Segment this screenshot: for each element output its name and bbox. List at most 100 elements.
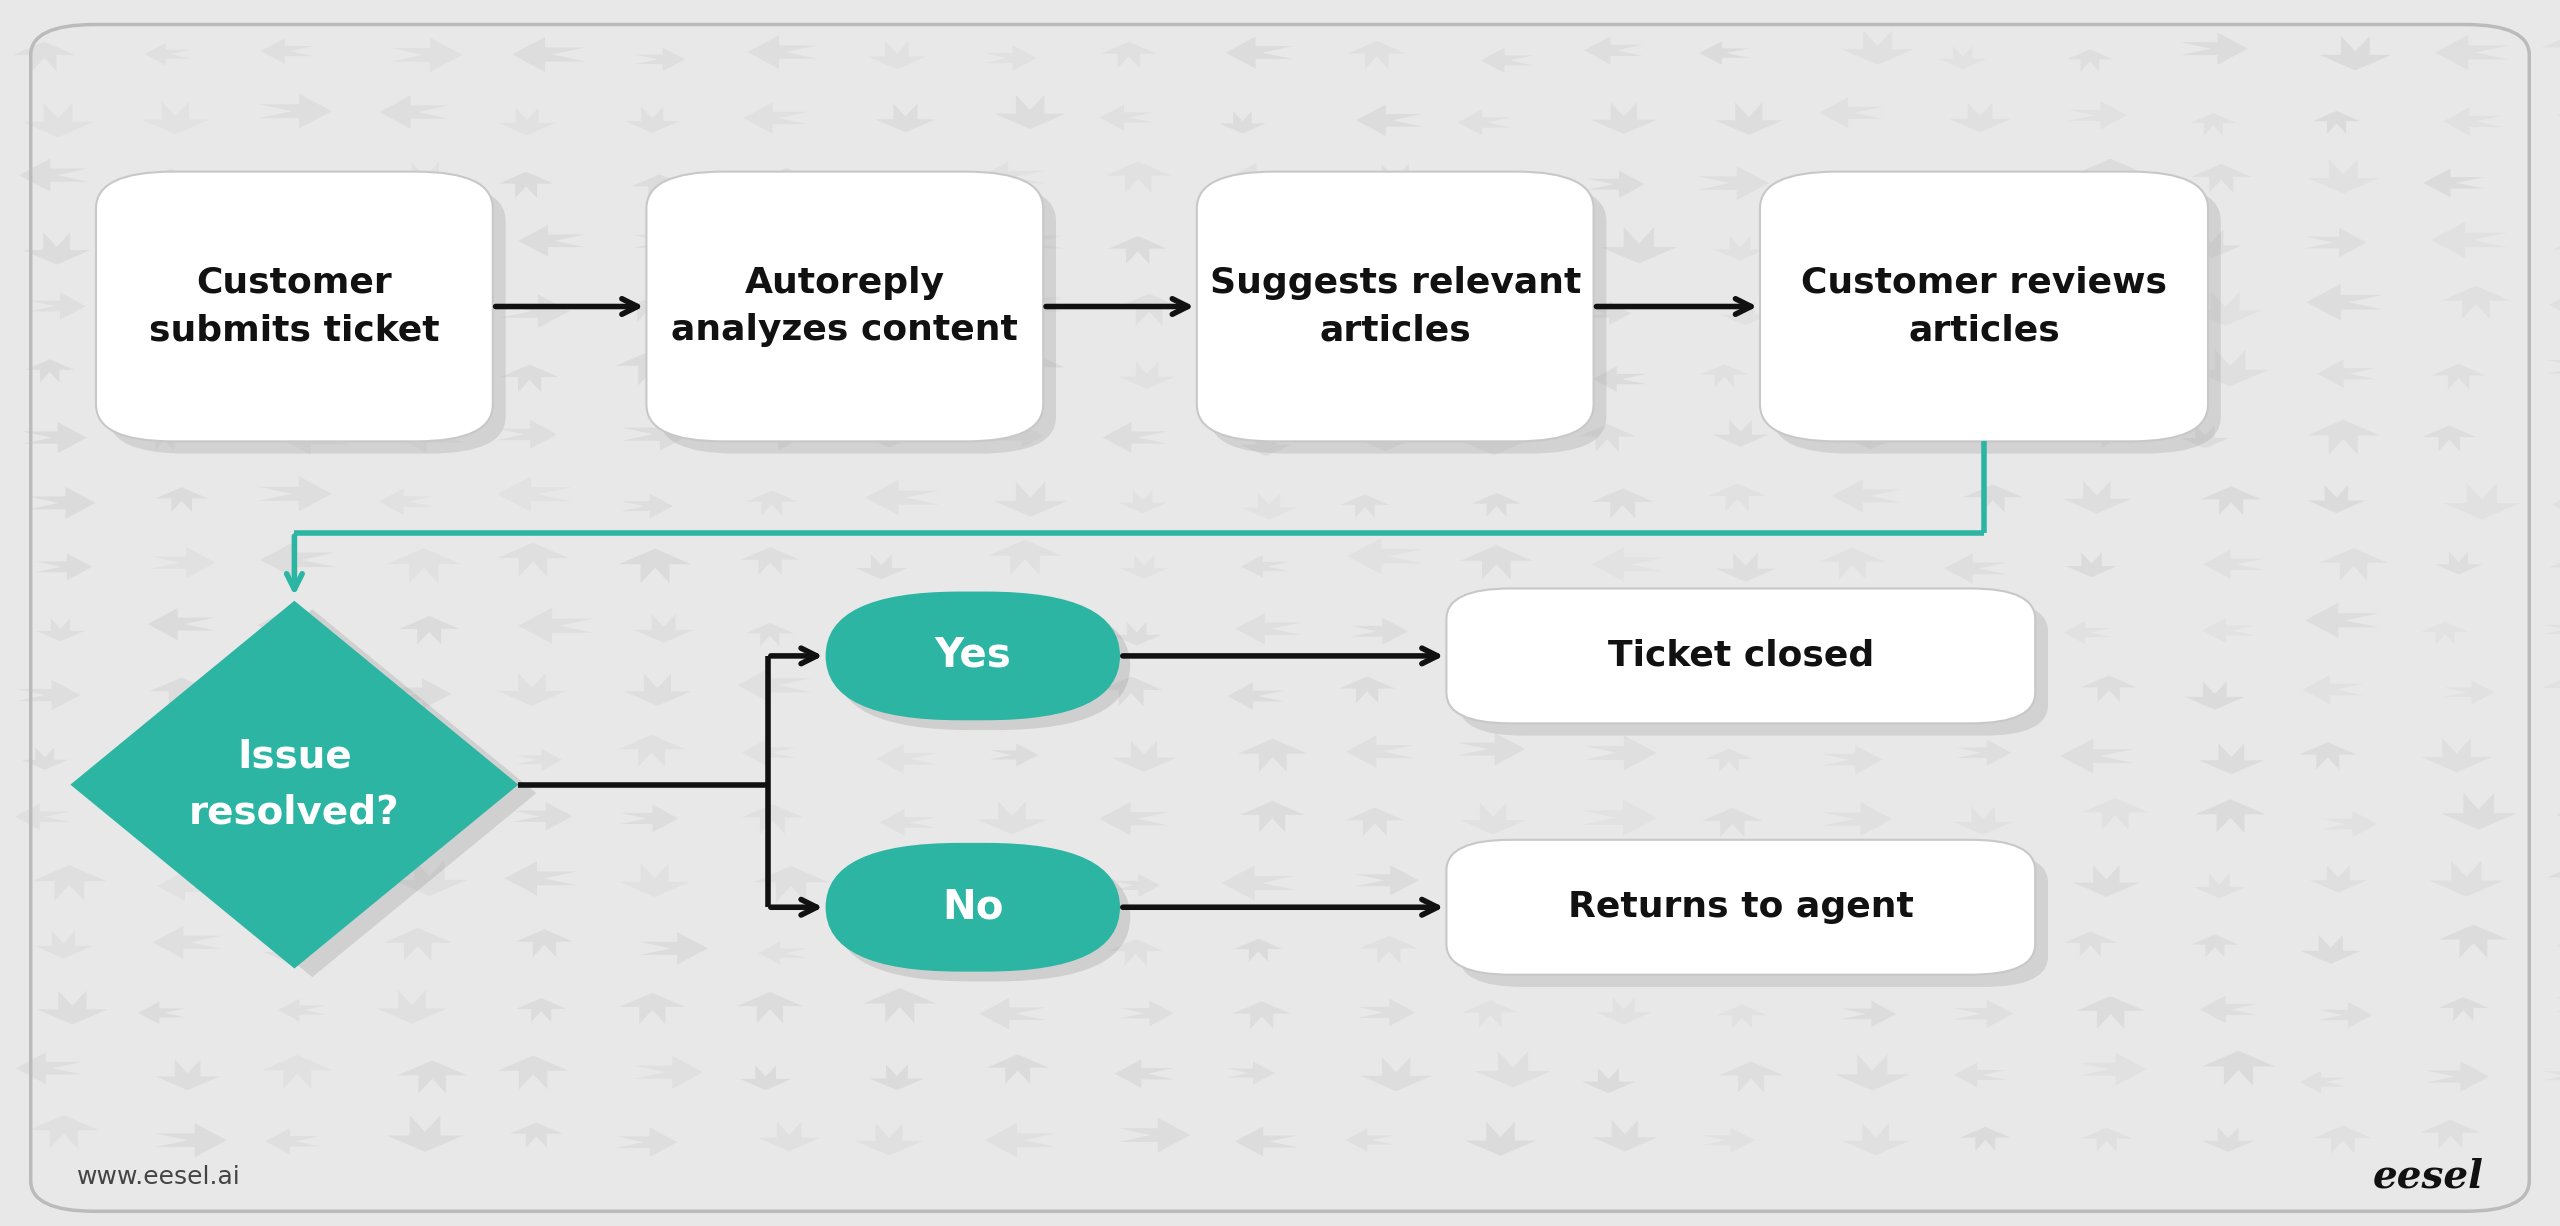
Polygon shape xyxy=(2422,425,2476,451)
Polygon shape xyxy=(1600,937,1651,961)
Polygon shape xyxy=(1462,1000,1518,1027)
Polygon shape xyxy=(1718,1062,1784,1092)
Polygon shape xyxy=(635,1056,704,1089)
Polygon shape xyxy=(1101,104,1155,130)
Polygon shape xyxy=(266,1128,320,1155)
Polygon shape xyxy=(1705,749,1754,772)
Polygon shape xyxy=(143,43,192,65)
Polygon shape xyxy=(2186,682,2245,710)
FancyBboxPatch shape xyxy=(824,843,1121,971)
Polygon shape xyxy=(2202,618,2255,644)
Polygon shape xyxy=(1582,302,1631,325)
Polygon shape xyxy=(2068,297,2117,321)
Polygon shape xyxy=(2552,489,2560,520)
Polygon shape xyxy=(2068,102,2127,130)
Polygon shape xyxy=(1843,1123,1910,1155)
Polygon shape xyxy=(991,351,1065,387)
Polygon shape xyxy=(986,1123,1057,1157)
Polygon shape xyxy=(279,999,325,1021)
Polygon shape xyxy=(1720,302,1769,325)
Polygon shape xyxy=(2547,349,2560,384)
Polygon shape xyxy=(2319,36,2391,70)
Polygon shape xyxy=(1953,999,2012,1029)
Polygon shape xyxy=(2424,1062,2488,1091)
Polygon shape xyxy=(2063,620,2112,644)
Polygon shape xyxy=(509,1123,563,1148)
Text: No: No xyxy=(942,888,1004,927)
Polygon shape xyxy=(1841,1000,1897,1027)
Polygon shape xyxy=(993,482,1068,517)
Polygon shape xyxy=(2074,866,2140,897)
Text: Customer reviews
articles: Customer reviews articles xyxy=(1802,266,2166,347)
Polygon shape xyxy=(2422,738,2491,772)
Polygon shape xyxy=(2319,1002,2373,1027)
Polygon shape xyxy=(2079,1053,2145,1085)
Polygon shape xyxy=(2545,1064,2560,1087)
Polygon shape xyxy=(1953,807,2012,835)
Polygon shape xyxy=(1242,493,1298,520)
Polygon shape xyxy=(2442,483,2519,520)
Polygon shape xyxy=(632,226,701,257)
Polygon shape xyxy=(2442,107,2501,136)
Polygon shape xyxy=(1464,427,1523,455)
Polygon shape xyxy=(2058,228,2115,255)
Polygon shape xyxy=(1108,939,1162,966)
Polygon shape xyxy=(1357,104,1421,136)
Polygon shape xyxy=(1472,493,1521,516)
Polygon shape xyxy=(1226,163,1293,195)
Polygon shape xyxy=(737,667,812,702)
Polygon shape xyxy=(855,554,906,579)
Polygon shape xyxy=(978,162,1044,192)
Polygon shape xyxy=(758,942,806,965)
Polygon shape xyxy=(389,38,463,72)
Polygon shape xyxy=(141,428,187,450)
Polygon shape xyxy=(742,228,804,259)
Polygon shape xyxy=(742,739,796,765)
Polygon shape xyxy=(2440,793,2516,830)
Polygon shape xyxy=(387,678,451,710)
Polygon shape xyxy=(1106,162,1172,194)
Polygon shape xyxy=(1592,1121,1659,1151)
FancyBboxPatch shape xyxy=(1772,184,2220,454)
Polygon shape xyxy=(1964,233,2015,257)
Polygon shape xyxy=(1457,733,1526,765)
Polygon shape xyxy=(279,421,351,455)
Polygon shape xyxy=(33,931,92,959)
Polygon shape xyxy=(1101,677,1162,706)
Polygon shape xyxy=(23,422,87,454)
Polygon shape xyxy=(1708,864,1777,897)
Polygon shape xyxy=(1956,739,2012,766)
Polygon shape xyxy=(2202,1051,2276,1086)
Polygon shape xyxy=(1119,362,1175,389)
Polygon shape xyxy=(737,413,812,450)
Polygon shape xyxy=(980,998,1044,1030)
Polygon shape xyxy=(873,363,932,391)
Polygon shape xyxy=(2422,622,2468,644)
Polygon shape xyxy=(1111,741,1178,771)
Polygon shape xyxy=(1349,418,1421,451)
Polygon shape xyxy=(36,991,108,1025)
Polygon shape xyxy=(2307,485,2365,512)
Polygon shape xyxy=(1702,808,1764,837)
Polygon shape xyxy=(1098,802,1170,835)
Polygon shape xyxy=(515,929,573,958)
Polygon shape xyxy=(1119,1118,1190,1152)
Polygon shape xyxy=(376,989,448,1024)
Polygon shape xyxy=(737,992,804,1024)
Polygon shape xyxy=(1700,42,1748,65)
Polygon shape xyxy=(2202,487,2260,515)
Polygon shape xyxy=(1700,685,1748,709)
Polygon shape xyxy=(1705,934,1759,961)
Polygon shape xyxy=(1462,546,1533,580)
Polygon shape xyxy=(381,798,451,831)
FancyBboxPatch shape xyxy=(97,172,492,441)
Polygon shape xyxy=(379,488,433,515)
Polygon shape xyxy=(33,866,108,901)
Polygon shape xyxy=(2191,349,2268,386)
Polygon shape xyxy=(90,609,538,977)
Polygon shape xyxy=(1592,488,1654,519)
FancyBboxPatch shape xyxy=(1446,840,2035,975)
Polygon shape xyxy=(264,170,312,194)
Polygon shape xyxy=(617,734,686,767)
Polygon shape xyxy=(2199,996,2258,1024)
